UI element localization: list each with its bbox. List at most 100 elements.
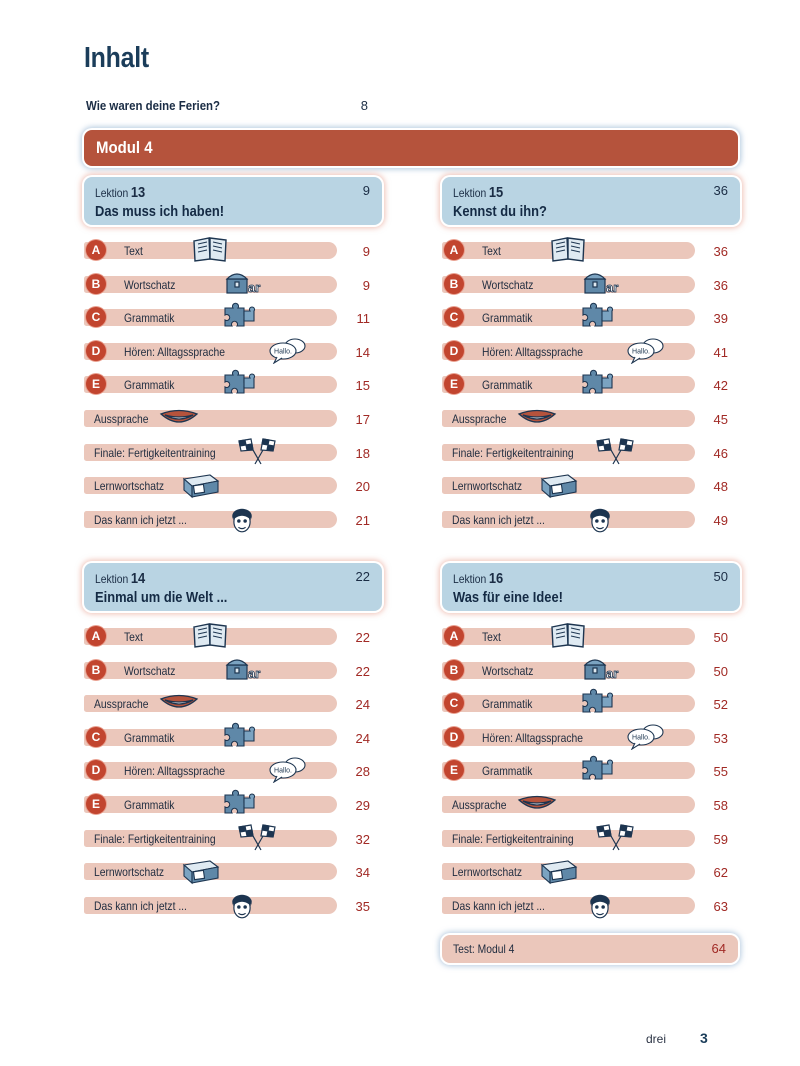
toc-row[interactable]: C Grammatik 39: [442, 303, 742, 328]
row-page-number: 9: [362, 277, 370, 293]
row-label: Finale: Fertigkeitentraining: [94, 831, 216, 846]
toc-row[interactable]: E Grammatik 55: [442, 756, 742, 781]
toc-row[interactable]: Aussprache 58: [442, 794, 742, 814]
lesson-label: Lektion 16: [453, 570, 504, 587]
row-background: [442, 309, 695, 327]
section-letter-badge: D: [86, 340, 106, 361]
book-icon: [548, 621, 588, 649]
toc-row[interactable]: Das kann ich jetzt ... 21: [84, 508, 384, 533]
puzzle-icon: [577, 688, 617, 716]
section-letter-badge: E: [86, 794, 106, 814]
row-page-number: 49: [713, 512, 728, 528]
toc-row[interactable]: Finale: Fertigkeitentraining 46: [442, 437, 742, 464]
lesson-header[interactable]: Lektion 14 Einmal um die Welt ... 22: [84, 563, 382, 611]
toc-row[interactable]: Aussprache 17: [84, 408, 384, 428]
toc-row[interactable]: Lernwortschatz 20: [84, 474, 384, 499]
row-label: Hören: Alltagssprache: [124, 764, 225, 779]
test-title: Test: Modul 4: [453, 942, 515, 956]
lesson-page: 36: [713, 183, 728, 198]
toc-row[interactable]: B Wortschatz ar 36: [442, 272, 742, 295]
toc-row[interactable]: D Hören: Alltagssprache Hallo. 41: [442, 338, 742, 365]
section-letter-badge: B: [86, 659, 106, 680]
bubble-text: Hallo.: [274, 768, 292, 775]
row-label: Text: [482, 244, 501, 258]
toc-row[interactable]: C Grammatik 52: [442, 689, 742, 714]
row-label: Lernwortschatz: [452, 479, 522, 494]
toc-row[interactable]: D Hören: Alltagssprache Hallo. 53: [442, 724, 742, 751]
toc-row[interactable]: Lernwortschatz 34: [84, 860, 384, 885]
row-label: Aussprache: [94, 412, 149, 426]
row-label: Text: [482, 630, 501, 644]
row-page-number: 48: [713, 479, 728, 495]
row-label: Text: [124, 630, 143, 644]
toc-row[interactable]: E Grammatik 29: [84, 789, 384, 814]
toc-row[interactable]: C Grammatik 11: [84, 303, 384, 328]
toc-row[interactable]: D Hören: Alltagssprache Hallo. 14: [84, 338, 384, 365]
row-background: [442, 796, 695, 813]
row-background: [442, 695, 695, 713]
checkered-flags-icon: [237, 437, 277, 465]
toc-row[interactable]: Das kann ich jetzt ... 35: [84, 894, 384, 919]
puzzle-icon: [577, 369, 617, 397]
lesson-page: 22: [355, 569, 370, 584]
section-letter-badge: A: [444, 240, 464, 260]
row-page-number: 15: [355, 378, 370, 394]
toc-row[interactable]: A Text 36: [442, 237, 742, 262]
section-letter-badge: C: [444, 307, 464, 328]
row-page-number: 21: [355, 512, 370, 528]
treasure-chest-icon: ar: [582, 655, 622, 683]
row-page-number: 34: [355, 865, 370, 881]
toc-row[interactable]: C Grammatik 24: [84, 722, 384, 747]
lesson-page: 50: [713, 569, 728, 584]
svg-text:ar: ar: [248, 666, 260, 681]
row-label: Grammatik: [124, 730, 175, 745]
intro-entry[interactable]: Wie waren deine Ferien? 8: [86, 98, 376, 118]
speech-bubbles-icon: Hallo.: [266, 336, 306, 365]
svg-text:ar: ar: [248, 280, 260, 295]
book-icon: [190, 621, 230, 649]
lesson-title: Einmal um die Welt ...: [95, 589, 228, 606]
toc-row[interactable]: A Text 22: [84, 623, 384, 648]
toc-row[interactable]: Lernwortschatz 48: [442, 474, 742, 499]
test-entry[interactable]: Test: Modul 4 64: [442, 935, 738, 963]
toc-row[interactable]: E Grammatik 15: [84, 370, 384, 395]
row-background: [84, 376, 337, 394]
section-letter-badge: B: [444, 659, 464, 680]
row-page-number: 58: [713, 798, 728, 813]
toc-row[interactable]: B Wortschatz ar 22: [84, 658, 384, 681]
toc-row[interactable]: A Text 9: [84, 237, 384, 262]
toc-row[interactable]: Aussprache 45: [442, 408, 742, 428]
lesson-header[interactable]: Lektion 16 Was für eine Idee! 50: [442, 563, 740, 611]
section-letter-badge: C: [86, 726, 106, 747]
row-page-number: 39: [713, 311, 728, 327]
toc-row[interactable]: D Hören: Alltagssprache Hallo. 28: [84, 757, 384, 784]
toc-row[interactable]: Finale: Fertigkeitentraining 59: [442, 823, 742, 850]
row-label: Das kann ich jetzt ...: [452, 512, 545, 527]
lesson-header[interactable]: Lektion 13 Das muss ich haben! 9: [84, 177, 382, 225]
puzzle-icon: [219, 722, 259, 750]
toc-row[interactable]: B Wortschatz ar 9: [84, 272, 384, 295]
toc-row[interactable]: A Text 50: [442, 623, 742, 648]
toc-row[interactable]: Das kann ich jetzt ... 63: [442, 894, 742, 919]
card-box-icon: [180, 856, 220, 885]
toc-row[interactable]: Aussprache 24: [84, 693, 384, 713]
row-label: Wortschatz: [124, 663, 176, 678]
section-letter-badge: A: [86, 626, 106, 646]
toc-row[interactable]: Lernwortschatz 62: [442, 860, 742, 885]
row-label: Finale: Fertigkeitentraining: [452, 445, 574, 460]
row-page-number: 17: [355, 412, 370, 427]
toc-row[interactable]: E Grammatik 42: [442, 370, 742, 395]
toc-row[interactable]: Finale: Fertigkeitentraining 32: [84, 823, 384, 850]
footer-page-word: drei: [646, 1032, 667, 1046]
puzzle-icon: [577, 302, 617, 330]
row-page-number: 36: [713, 244, 728, 259]
row-label: Finale: Fertigkeitentraining: [452, 831, 574, 846]
row-label: Lernwortschatz: [94, 479, 164, 494]
lesson-header[interactable]: Lektion 15 Kennst du ihn? 36: [442, 177, 740, 225]
toc-row[interactable]: Finale: Fertigkeitentraining 18: [84, 437, 384, 464]
row-page-number: 53: [713, 730, 728, 746]
toc-row[interactable]: B Wortschatz ar 50: [442, 658, 742, 681]
toc-row[interactable]: Das kann ich jetzt ... 49: [442, 508, 742, 533]
row-label: Das kann ich jetzt ...: [94, 898, 187, 913]
row-page-number: 11: [356, 311, 371, 327]
